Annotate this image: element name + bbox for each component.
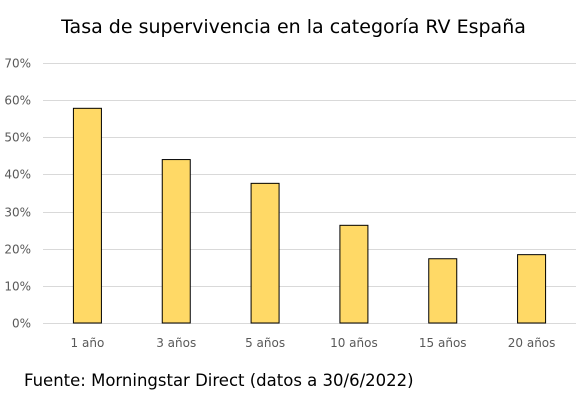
source-note: Fuente: Morningstar Direct (datos a 30/6… [24, 371, 414, 390]
x-tick-label: 1 año [71, 336, 105, 350]
x-axis-tick-labels: 1 año 3 años 5 años 10 años 15 años 20 años [71, 336, 556, 350]
y-tick-label: 60% [4, 94, 31, 108]
bar [72, 107, 102, 324]
bar [250, 182, 280, 324]
y-tick-label: 20% [4, 243, 31, 257]
chart-title: Tasa de supervivencia en la categoría RV… [61, 16, 526, 38]
bar [428, 258, 458, 324]
y-axis-tick-labels: 0% 10% 20% 30% 40% 50% 60% 70% [4, 57, 31, 331]
bar [161, 159, 191, 324]
x-tick-label: 20 años [508, 336, 556, 350]
x-tick-label: 5 años [245, 336, 285, 350]
x-tick-label: 15 años [419, 336, 467, 350]
y-tick-label: 70% [4, 57, 31, 71]
y-tick-label: 30% [4, 206, 31, 220]
y-tick-label: 40% [4, 168, 31, 182]
gridlines [43, 63, 576, 324]
bars [72, 107, 547, 324]
x-tick-label: 3 años [156, 336, 196, 350]
y-tick-label: 50% [4, 131, 31, 145]
x-tick-label: 10 años [330, 336, 378, 350]
bar [517, 254, 547, 324]
bar [339, 224, 369, 324]
y-tick-label: 10% [4, 280, 31, 294]
y-tick-label: 0% [12, 317, 31, 331]
